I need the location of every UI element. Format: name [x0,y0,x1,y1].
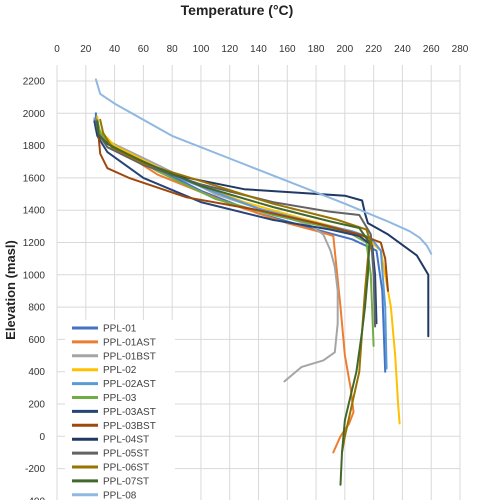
y-tick-label: 1200 [23,238,46,249]
y-tick-label: 1400 [23,206,46,217]
legend-label: PPL-01AST [103,337,156,348]
legend-label: PPL-08 [103,490,137,500]
x-tick-label: 40 [109,44,121,55]
y-tick-label: 400 [28,367,45,378]
series-line-ppl-06st [99,118,372,454]
legend-label: PPL-03 [103,393,137,404]
y-tick-label: 200 [28,400,45,411]
x-tick-label: 140 [250,44,267,55]
y-tick-label: 2000 [23,109,46,120]
legend-label: PPL-03BST [103,421,156,432]
legend-label: PPL-07ST [103,476,149,487]
x-tick-label: 180 [308,44,325,55]
legend-label: PPL-04ST [103,435,149,446]
y-tick-label: -400 [25,496,45,500]
legend-label: PPL-01 [103,324,137,335]
series-line-ppl-01bst [93,117,339,383]
series-line-ppl-07st [96,120,371,486]
y-axis-label: Elevation (masl) [3,240,18,340]
x-tick-label: 80 [167,44,179,55]
legend-label: PPL-02AST [103,379,156,390]
x-tick-label: 260 [423,44,440,55]
y-tick-label: 1800 [23,141,46,152]
legend: PPL-01 PPL-01AST PPL-01BST PPL-02 PPL-02AST P… [65,320,175,500]
series-line-ppl-05st [94,120,377,328]
series-lines [93,78,433,486]
x-tick-label: 280 [452,44,469,55]
y-tick-label: 800 [28,303,45,314]
x-tick-label: 240 [394,44,411,55]
x-tick-label: 100 [193,44,210,55]
series-line-ppl-08 [94,78,433,255]
legend-label: PPL-02 [103,365,137,376]
x-tick-label: 0 [54,44,60,55]
series-line-ppl-03bst [96,120,389,292]
chart-title: Temperature (°C) [181,2,294,18]
x-tick-label: 160 [279,44,296,55]
y-tick-label: -200 [25,464,45,475]
legend-label: PPL-05ST [103,449,149,460]
x-tick-label: 60 [138,44,150,55]
y-tick-label: 1600 [23,173,46,184]
x-tick-label: 20 [80,44,92,55]
x-tick-label: 200 [337,44,354,55]
series-line-ppl-03 [96,118,375,347]
gridlines [56,65,461,500]
x-tick-label: 120 [221,44,238,55]
y-axis-ticks: 2200200018001600140012001000800600400200… [23,77,46,500]
y-tick-label: 0 [39,432,45,443]
x-axis-ticks: 0 20 40 60 80 100 120 140 160 180 200 220 240 260 280 [54,44,469,55]
legend-label: PPL-01BST [103,351,156,362]
legend-label: PPL-03AST [103,407,156,418]
y-tick-label: 600 [28,335,45,346]
y-tick-label: 1000 [23,270,46,281]
y-tick-label: 2200 [23,77,46,88]
x-tick-label: 220 [365,44,382,55]
legend-label: PPL-06ST [103,463,149,474]
